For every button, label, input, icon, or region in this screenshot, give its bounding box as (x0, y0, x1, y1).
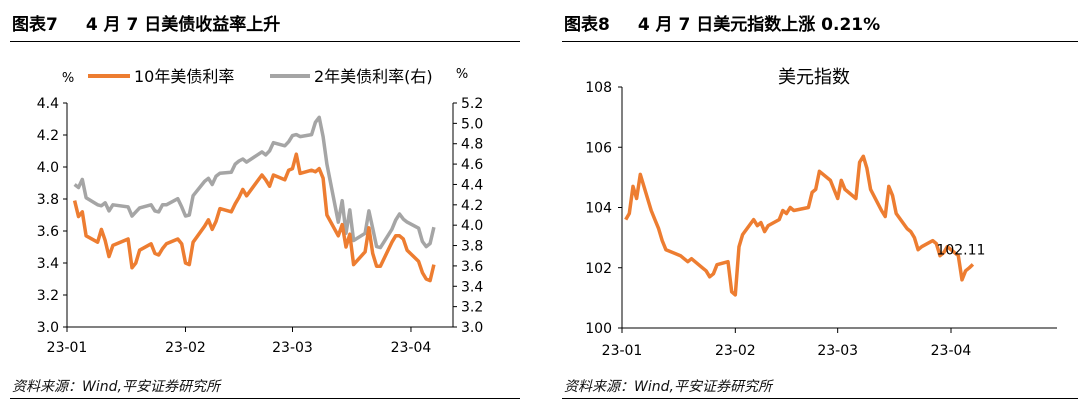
left-title-divider (10, 41, 520, 42)
y-tick-label: 106 (585, 140, 612, 156)
left-y-tick-label: 3.6 (37, 224, 59, 240)
right-figure-title: 图表8 4 月 7 日美元指数上涨 0.21% (564, 10, 1080, 40)
right-y-tick-label: 3.8 (461, 239, 483, 255)
dollar-index-chart: 100 102 104 106 108 23-01 23-02 23-03 23-04 美元指数 1… (585, 67, 1057, 359)
left-y-tick-label: 4.2 (37, 128, 59, 144)
chart-title: 美元指数 (778, 67, 850, 88)
x-tick-label: 23-01 (602, 343, 643, 359)
right-panel: 图表8 4 月 7 日美元指数上涨 0.21% 100 102 104 106 108 23… (552, 0, 1080, 412)
y-tick-label: 104 (585, 201, 612, 217)
x-tick-label: 23-04 (931, 343, 972, 359)
right-y-tick-label: 4.6 (461, 157, 483, 173)
left-figure-caption: 4 月 7 日美债收益率上升 (85, 15, 281, 35)
right-y-tick-label: 3.6 (461, 259, 483, 275)
right-source-note: 资料来源：Wind,平安证券研究所 (564, 379, 772, 395)
left-y-tick-label: 3.2 (37, 288, 59, 304)
legend-label-10y: 10年美债利率 (134, 67, 234, 86)
series-line-2y-yield (73, 115, 436, 250)
x-tick-label: 23-03 (272, 340, 313, 356)
right-figure-number: 图表8 (564, 15, 610, 35)
x-tick-label: 23-02 (715, 343, 756, 359)
left-panel: 图表7 4 月 7 日美债收益率上升 3.0 3.2 3.4 3.6 3.8 4.0 4.2 4… (0, 0, 522, 412)
left-y-tick-label: 3.4 (37, 256, 59, 272)
y-tick-label: 102 (585, 261, 612, 277)
treasury-yield-chart: 3.0 3.2 3.4 3.6 3.8 4.0 4.2 4.4 3.0 3.2 3.4 3.6 3.8 4… (37, 67, 484, 356)
x-tick-label: 23-04 (391, 340, 432, 356)
right-y-tick-label: 4.8 (461, 137, 483, 153)
legend-label-2y: 2年美债利率(右) (314, 67, 433, 86)
left-y-tick-label: 3.0 (37, 320, 59, 336)
x-tick-label: 23-01 (47, 340, 88, 356)
y-tick-label: 108 (585, 80, 612, 96)
right-y-tick-label: 3.4 (461, 279, 483, 295)
series-line-dollar-index (624, 154, 975, 297)
right-y-tick-label: 4.0 (461, 218, 483, 234)
right-title-divider (562, 41, 1078, 42)
left-axis-unit: % (62, 71, 74, 86)
last-value-label: 102.11 (936, 242, 985, 258)
left-figure-title: 图表7 4 月 7 日美债收益率上升 (12, 10, 522, 40)
y-tick-label: 100 (585, 321, 612, 337)
right-y-tick-label: 3.2 (461, 300, 483, 316)
left-source-note: 资料来源：Wind,平安证券研究所 (12, 379, 220, 395)
right-figure-caption: 4 月 7 日美元指数上涨 0.21% (637, 15, 881, 35)
left-y-tick-label: 4.0 (37, 160, 59, 176)
left-y-tick-label: 4.4 (37, 96, 59, 112)
right-y-tick-label: 5.0 (461, 116, 483, 132)
left-figure-number: 图表7 (12, 15, 58, 35)
right-bottom-divider (562, 398, 1078, 399)
right-y-tick-label: 4.4 (461, 177, 483, 193)
right-y-tick-label: 4.2 (461, 198, 483, 214)
left-y-tick-label: 3.8 (37, 192, 59, 208)
right-y-tick-label: 3.0 (461, 320, 483, 336)
x-tick-label: 23-03 (817, 343, 858, 359)
right-axis-unit: % (456, 67, 468, 82)
left-bottom-divider (10, 398, 520, 399)
right-y-tick-label: 5.2 (461, 96, 483, 112)
x-tick-label: 23-02 (165, 340, 206, 356)
series-line-10y-yield (72, 152, 436, 283)
